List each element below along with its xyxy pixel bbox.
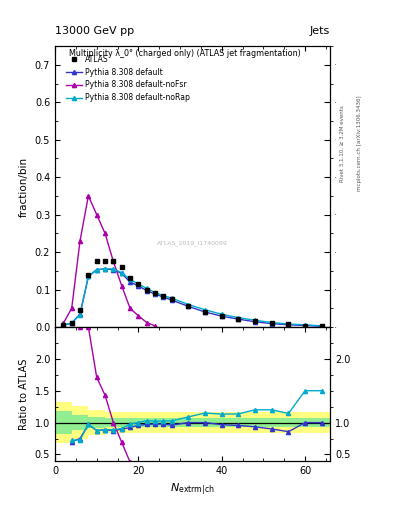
ATLAS [144,287,149,293]
ATLAS [169,296,174,302]
Pythia 8.308 default-noRap [236,314,241,321]
Pythia 8.308 default [69,320,74,326]
Pythia 8.308 default-noRap [153,289,158,295]
ATLAS [161,293,166,300]
Pythia 8.308 default [94,267,99,273]
Pythia 8.308 default-noFsr [103,230,107,237]
Pythia 8.308 default-noRap [253,317,257,324]
Text: 13000 GeV pp: 13000 GeV pp [55,26,134,36]
Text: Rivet 3.1.10, ≥ 3.2M events: Rivet 3.1.10, ≥ 3.2M events [340,105,344,182]
Text: Multiplicity λ_0° (charged only) (ATLAS jet fragmentation): Multiplicity λ_0° (charged only) (ATLAS … [69,49,301,58]
Pythia 8.308 default-noRap [303,322,307,328]
ATLAS [153,290,158,296]
Line: Pythia 8.308 default-noRap: Pythia 8.308 default-noRap [61,267,324,328]
Pythia 8.308 default [320,323,324,329]
Pythia 8.308 default-noFsr [144,319,149,326]
Text: mcplots.cern.ch [arXiv:1306.3436]: mcplots.cern.ch [arXiv:1306.3436] [357,96,362,191]
ATLAS [136,281,141,287]
ATLAS [69,319,74,326]
Pythia 8.308 default-noRap [219,311,224,317]
Pythia 8.308 default-noRap [136,281,141,287]
Pythia 8.308 default [78,311,83,317]
Pythia 8.308 default-noRap [169,295,174,301]
ATLAS [111,259,116,265]
Pythia 8.308 default [144,288,149,294]
Pythia 8.308 default-noFsr [111,259,116,265]
Pythia 8.308 default [111,267,116,273]
Pythia 8.308 default [128,279,132,285]
Pythia 8.308 default-noFsr [119,283,124,289]
Pythia 8.308 default-noRap [111,266,116,272]
Pythia 8.308 default [303,323,307,329]
Pythia 8.308 default-noFsr [86,193,91,199]
ATLAS [236,316,241,322]
ATLAS [253,318,257,325]
Pythia 8.308 default [161,294,166,300]
Pythia 8.308 default-noRap [119,270,124,276]
Pythia 8.308 default-noRap [78,312,83,318]
ATLAS [186,303,191,309]
ATLAS [219,313,224,319]
Pythia 8.308 default [86,273,91,280]
Pythia 8.308 default-noRap [103,266,107,272]
Pythia 8.308 default [253,318,257,325]
Pythia 8.308 default [219,313,224,319]
Text: Jets: Jets [310,26,330,36]
Pythia 8.308 default-noFsr [61,320,66,326]
ATLAS [78,307,83,313]
Pythia 8.308 default [136,283,141,289]
ATLAS [286,322,291,328]
Pythia 8.308 default-noRap [144,285,149,291]
Pythia 8.308 default-noRap [69,320,74,326]
Pythia 8.308 default [236,316,241,322]
Pythia 8.308 default [169,297,174,303]
ATLAS [86,271,91,278]
ATLAS [119,264,124,270]
Pythia 8.308 default [186,303,191,309]
Pythia 8.308 default [153,291,158,297]
Pythia 8.308 default-noFsr [128,305,132,311]
Y-axis label: fraction/bin: fraction/bin [19,157,29,217]
Pythia 8.308 default [270,321,274,327]
Pythia 8.308 default [103,266,107,272]
ATLAS [103,259,107,265]
ATLAS [270,320,274,326]
Line: Pythia 8.308 default: Pythia 8.308 default [61,267,324,328]
Pythia 8.308 default-noFsr [69,305,74,311]
Line: ATLAS: ATLAS [61,259,324,329]
Pythia 8.308 default-noRap [161,292,166,298]
Pythia 8.308 default-noRap [270,319,274,326]
Pythia 8.308 default [61,322,66,328]
Pythia 8.308 default-noRap [286,321,291,327]
Pythia 8.308 default-noRap [94,267,99,273]
Pythia 8.308 default-noRap [186,302,191,308]
Y-axis label: Ratio to ATLAS: Ratio to ATLAS [19,358,29,430]
ATLAS [203,309,208,315]
Pythia 8.308 default [286,322,291,328]
Pythia 8.308 default-noRap [61,322,66,328]
Pythia 8.308 default-noRap [203,307,208,313]
ATLAS [128,275,132,282]
ATLAS [61,322,66,328]
Pythia 8.308 default-noFsr [94,211,99,218]
Pythia 8.308 default-noRap [128,276,132,283]
Pythia 8.308 default-noRap [86,273,91,280]
Pythia 8.308 default-noFsr [136,313,141,319]
Pythia 8.308 default-noFsr [153,323,158,329]
Line: Pythia 8.308 default-noFsr: Pythia 8.308 default-noFsr [61,194,157,328]
Pythia 8.308 default-noFsr [78,238,83,244]
X-axis label: $N_{\rm extrm|ch}$: $N_{\rm extrm|ch}$ [170,481,215,497]
ATLAS [94,259,99,265]
Text: ATLAS_2019_I1740099: ATLAS_2019_I1740099 [157,240,228,246]
Pythia 8.308 default [203,309,208,315]
ATLAS [303,323,307,329]
Pythia 8.308 default [119,270,124,276]
ATLAS [320,323,324,329]
Pythia 8.308 default-noRap [320,323,324,329]
Legend: ATLAS, Pythia 8.308 default, Pythia 8.308 default-noFsr, Pythia 8.308 default-no: ATLAS, Pythia 8.308 default, Pythia 8.30… [63,52,193,105]
